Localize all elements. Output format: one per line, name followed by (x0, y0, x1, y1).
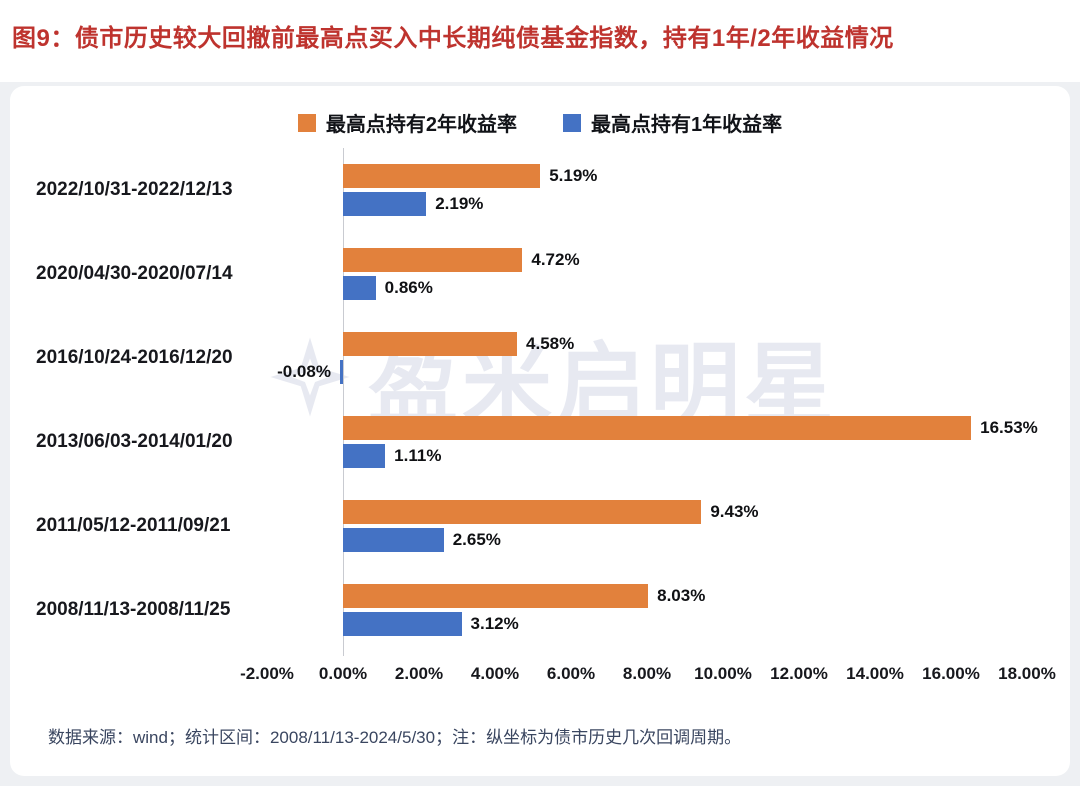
bar-value-label: 4.58% (526, 334, 575, 353)
bar-value-label: 0.86% (384, 278, 433, 297)
bar-2yr (343, 584, 649, 608)
x-axis-tick-label: -2.00% (240, 664, 294, 683)
source-note: 数据来源：wind；统计区间：2008/11/13-2024/5/30；注：纵坐… (48, 728, 742, 747)
bar-2yr (343, 164, 541, 188)
x-axis-tick-label: 2.00% (394, 664, 444, 683)
bar-2yr (343, 332, 518, 356)
chart-card: 最高点持有2年收益率 最高点持有1年收益率 盈米启明星 2022/10/31-20… (10, 86, 1070, 776)
bar-value-label: 4.72% (531, 250, 580, 269)
x-axis-tick-label: 18.00% (998, 664, 1056, 683)
zero-axis-line (342, 148, 344, 656)
bar-chart: 盈米启明星 2022/10/31-2022/12/13 5.19% 2.19% 202… (10, 144, 1070, 704)
x-axis-tick-label: 16.00% (922, 664, 980, 683)
x-axis-tick-label: 8.00% (622, 664, 672, 683)
bar-value-label: 2.19% (435, 194, 484, 213)
x-axis: -2.00% 0.00% 2.00% 4.00% 6.00% 8.00% 10.00% 12.… (10, 662, 1070, 688)
bar-2yr (343, 416, 972, 440)
bar-value-label: -0.08% (277, 362, 331, 381)
bar-1yr (343, 444, 386, 468)
bar-value-label: 1.11% (394, 446, 442, 465)
plot-area: 2022/10/31-2022/12/13 5.19% 2.19% 2020/04/3… (10, 144, 1070, 704)
x-axis-tick-label: 12.00% (770, 664, 828, 683)
bar-1yr (343, 192, 427, 216)
x-axis-tick-label: 6.00% (546, 664, 596, 683)
watermark-logo-icon (270, 337, 350, 417)
legend-item-1yr: 最高点持有1年收益率 (563, 108, 782, 137)
bar-1yr (343, 612, 462, 636)
x-axis-tick-label: 14.00% (846, 664, 904, 683)
legend-swatch-icon (563, 113, 581, 132)
row-category-label: 2020/04/30-2020/07/14 (36, 263, 233, 284)
bar-value-label: 5.19% (549, 166, 598, 185)
bar-1yr (343, 528, 444, 552)
bar-1yr (343, 276, 376, 300)
row-category-label: 2022/10/31-2022/12/13 (36, 179, 233, 200)
bar-2yr (343, 248, 523, 272)
legend-label: 最高点持有2年收益率 (325, 114, 517, 136)
chart-legend: 最高点持有2年收益率 最高点持有1年收益率 (10, 108, 1070, 137)
x-axis-tick-label: 10.00% (694, 664, 752, 683)
x-axis-tick-label: 0.00% (318, 664, 368, 683)
bar-2yr (343, 500, 702, 524)
legend-label: 最高点持有1年收益率 (591, 114, 783, 136)
page-header: 图9：债市历史较大回撤前最高点买入中长期纯债基金指数，持有1年/2年收益情况 (0, 0, 1080, 82)
row-category-label: 2016/10/24-2016/12/20 (36, 347, 233, 368)
legend-item-2yr: 最高点持有2年收益率 (297, 108, 517, 137)
bar-value-label: 16.53% (980, 418, 1038, 437)
row-category-label: 2011/05/12-2011/09/21 (36, 515, 231, 536)
bar-value-label: 2.65% (452, 530, 501, 549)
x-axis-tick-label: 4.00% (470, 664, 520, 683)
bar-value-label: 9.43% (710, 502, 759, 521)
figure-title: 图9：债市历史较大回撤前最高点买入中长期纯债基金指数，持有1年/2年收益情况 (12, 25, 894, 52)
bar-value-label: 3.12% (470, 614, 519, 633)
legend-swatch-icon (297, 113, 316, 132)
bar-value-label: 8.03% (657, 586, 706, 605)
row-category-label: 2013/06/03-2014/01/20 (36, 431, 233, 452)
row-category-label: 2008/11/13-2008/11/25 (36, 599, 231, 620)
bar-1yr (339, 360, 343, 384)
